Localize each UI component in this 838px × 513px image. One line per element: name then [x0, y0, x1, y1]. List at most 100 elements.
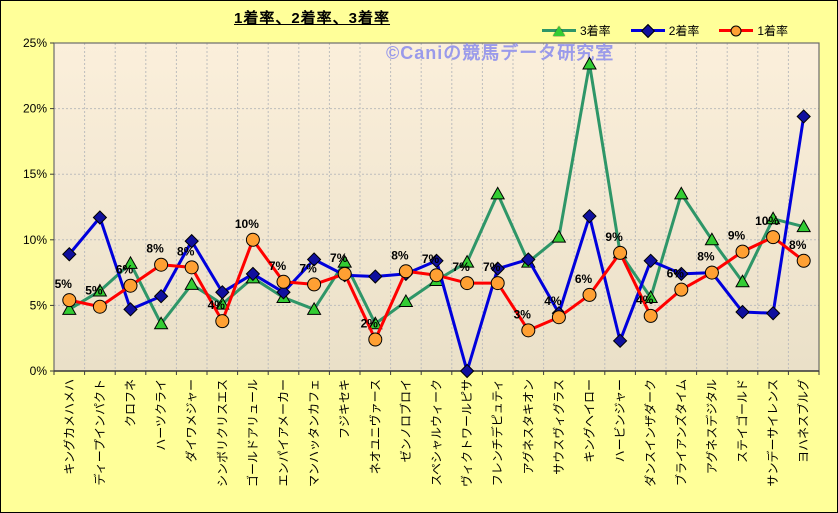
data-point-triangle-third-place-rate: [735, 274, 750, 288]
data-label-first-place-rate: 7%: [299, 261, 317, 275]
data-point-diamond-second-place-rate: [368, 269, 383, 284]
data-point-circle-first-place-rate: [245, 232, 260, 247]
data-point-diamond-second-place-rate: [735, 304, 750, 320]
x-axis-label: エンパイアメーカー: [277, 379, 291, 486]
x-axis-label: フレンチデピュティ: [490, 379, 505, 486]
data-label-first-place-rate: 4%: [208, 298, 226, 312]
data-point-triangle-third-place-rate: [796, 219, 812, 233]
data-label-first-place-rate: 10%: [235, 217, 259, 231]
x-axis-label: マンハッタンカフェ: [307, 379, 321, 487]
data-point-triangle-third-place-rate: [582, 56, 597, 70]
data-point-circle-first-place-rate: [674, 282, 689, 297]
data-point-triangle-third-place-rate: [61, 301, 77, 315]
data-point-circle-first-place-rate: [184, 260, 199, 275]
y-axis-label: 15%: [23, 167, 47, 181]
watermark: ©Caniの競馬データ研究室: [386, 42, 614, 63]
chart-title: 1着率、2着率、3着率: [233, 10, 391, 27]
data-point-triangle-third-place-rate: [765, 211, 781, 225]
data-point-diamond-second-place-rate: [521, 252, 536, 267]
data-label-first-place-rate: 7%: [452, 260, 470, 274]
data-point-diamond-second-place-rate: [276, 285, 291, 300]
x-axis-label: ヨハネスブルグ: [796, 379, 811, 463]
data-point-circle-first-place-rate: [613, 245, 628, 260]
data-label-first-place-rate: 6%: [116, 263, 134, 277]
data-point-diamond-second-place-rate: [429, 253, 444, 268]
data-point-triangle-third-place-rate: [214, 296, 230, 310]
data-point-diamond-second-place-rate: [245, 266, 261, 282]
data-point-circle-first-place-rate: [337, 266, 352, 281]
data-point-triangle-third-place-rate: [551, 229, 567, 243]
data-label-first-place-rate: 6%: [575, 272, 593, 286]
data-point-triangle-third-place-rate: [306, 301, 322, 315]
data-point-circle-first-place-rate: [521, 323, 536, 338]
x-axis-label: シンボリクリスエス: [215, 379, 229, 487]
data-point-diamond-second-place-rate: [765, 306, 781, 321]
data-point-circle-first-place-rate: [368, 332, 383, 347]
data-point-diamond-second-place-rate: [612, 333, 628, 349]
x-axis-label: ステイゴールド: [735, 379, 750, 463]
data-label-first-place-rate: 7%: [483, 260, 501, 274]
data-label-first-place-rate: 8%: [146, 242, 164, 256]
data-point-circle-first-place-rate: [307, 277, 322, 292]
x-axis-label: ハーツクライ: [154, 379, 168, 451]
data-label-first-place-rate: 9%: [605, 230, 623, 244]
legend: 3着率 2着率 1着率: [542, 22, 788, 39]
y-axis-label: 25%: [23, 36, 47, 50]
x-axis-label: サウスヴィグラス: [551, 379, 566, 475]
data-point-circle-first-place-rate: [398, 264, 413, 279]
data-point-triangle-third-place-rate: [673, 186, 689, 200]
legend-line-third-place-rate: [542, 25, 576, 36]
x-axis-label: ダンスインザダーク: [643, 379, 658, 487]
x-axis-label: キングカメハメハ: [62, 379, 76, 475]
legend-line-second-place-rate: [630, 23, 665, 38]
y-axis-label: 0%: [30, 364, 48, 378]
data-point-diamond-second-place-rate: [62, 247, 77, 262]
x-axis-label: アグネスタキオン: [521, 379, 535, 474]
x-axis-label: ブライアンズタイム: [673, 379, 688, 486]
data-point-circle-first-place-rate: [582, 287, 597, 302]
x-axis-label: キングヘイロー: [583, 379, 597, 463]
data-label-first-place-rate: 8%: [177, 244, 195, 258]
x-axis-label: ゼンノロブロイ: [398, 379, 413, 462]
data-label-first-place-rate: 9%: [728, 229, 746, 243]
x-axis-label: ダイワメジャー: [184, 379, 199, 462]
data-label-first-place-rate: 3%: [514, 307, 532, 321]
data-point-triangle-third-place-rate: [153, 316, 169, 330]
data-point-diamond-second-place-rate: [674, 266, 689, 282]
x-axis-label: スペシャルウィーク: [430, 379, 444, 486]
data-point-circle-first-place-rate: [429, 268, 444, 283]
data-point-diamond-second-place-rate: [215, 285, 230, 300]
legend-label: 3着率: [580, 24, 611, 38]
data-point-diamond-second-place-rate: [92, 210, 108, 225]
data-point-triangle-third-place-rate: [92, 283, 108, 297]
data-point-circle-first-place-rate: [796, 253, 811, 268]
plot-background: [54, 43, 819, 371]
data-point-circle-first-place-rate: [92, 299, 107, 314]
data-point-triangle-third-place-rate: [184, 276, 200, 290]
data-point-diamond-second-place-rate: [796, 109, 811, 124]
data-label-first-place-rate: 8%: [789, 238, 807, 252]
data-label-first-place-rate: 4%: [544, 294, 562, 308]
data-point-circle-first-place-rate: [215, 314, 230, 329]
x-axis-label: ネオユニヴァース: [367, 379, 382, 474]
data-point-circle-first-place-rate: [490, 276, 505, 291]
x-axis-label: フジキセキ: [338, 379, 352, 439]
data-label-first-place-rate: 7%: [422, 252, 440, 266]
data-label-first-place-rate: 5%: [55, 277, 73, 291]
x-axis-label: アグネスデジタル: [704, 379, 719, 474]
data-label-first-place-rate: 10%: [755, 214, 779, 228]
triangle-marker-icon: [553, 25, 565, 36]
data-point-circle-first-place-rate: [766, 230, 781, 245]
x-axis-label: ハービンジャー: [613, 379, 627, 462]
x-axis-label: ディープインパクト: [92, 379, 107, 485]
data-label-first-place-rate: 4%: [636, 293, 654, 307]
x-axis-label: ヴィクトワールピサ: [459, 379, 474, 487]
legend-line-first-place-rate: [719, 25, 754, 36]
data-point-diamond-second-place-rate: [643, 253, 658, 268]
data-label-first-place-rate: 7%: [269, 259, 287, 273]
data-point-diamond-second-place-rate: [123, 302, 138, 317]
x-axis-label: クロフネ: [124, 379, 138, 427]
data-point-triangle-third-place-rate: [459, 254, 475, 268]
legend-label: 1着率: [757, 24, 789, 38]
